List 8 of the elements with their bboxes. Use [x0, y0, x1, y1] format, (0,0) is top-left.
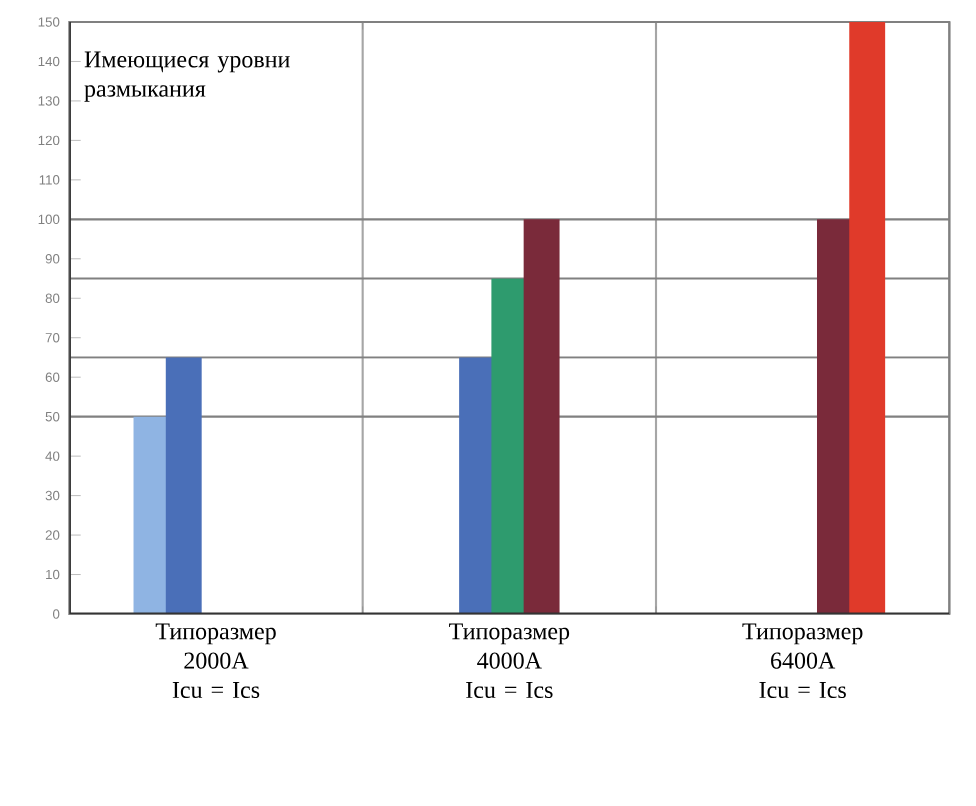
x-tick-label: Типоразмер 4000A Icu = Ics: [449, 623, 570, 699]
bar: [849, 21, 886, 614]
x-tick-label: Типоразмер 6400A Icu = Ics: [742, 623, 863, 699]
bar: [165, 357, 202, 614]
bar: [523, 219, 560, 614]
annotation: Имеющиеся уровни размыкания: [84, 51, 290, 102]
bar: [491, 278, 528, 614]
x-tick-label: Типоразмер 2000A Icu = Ics: [155, 623, 276, 699]
